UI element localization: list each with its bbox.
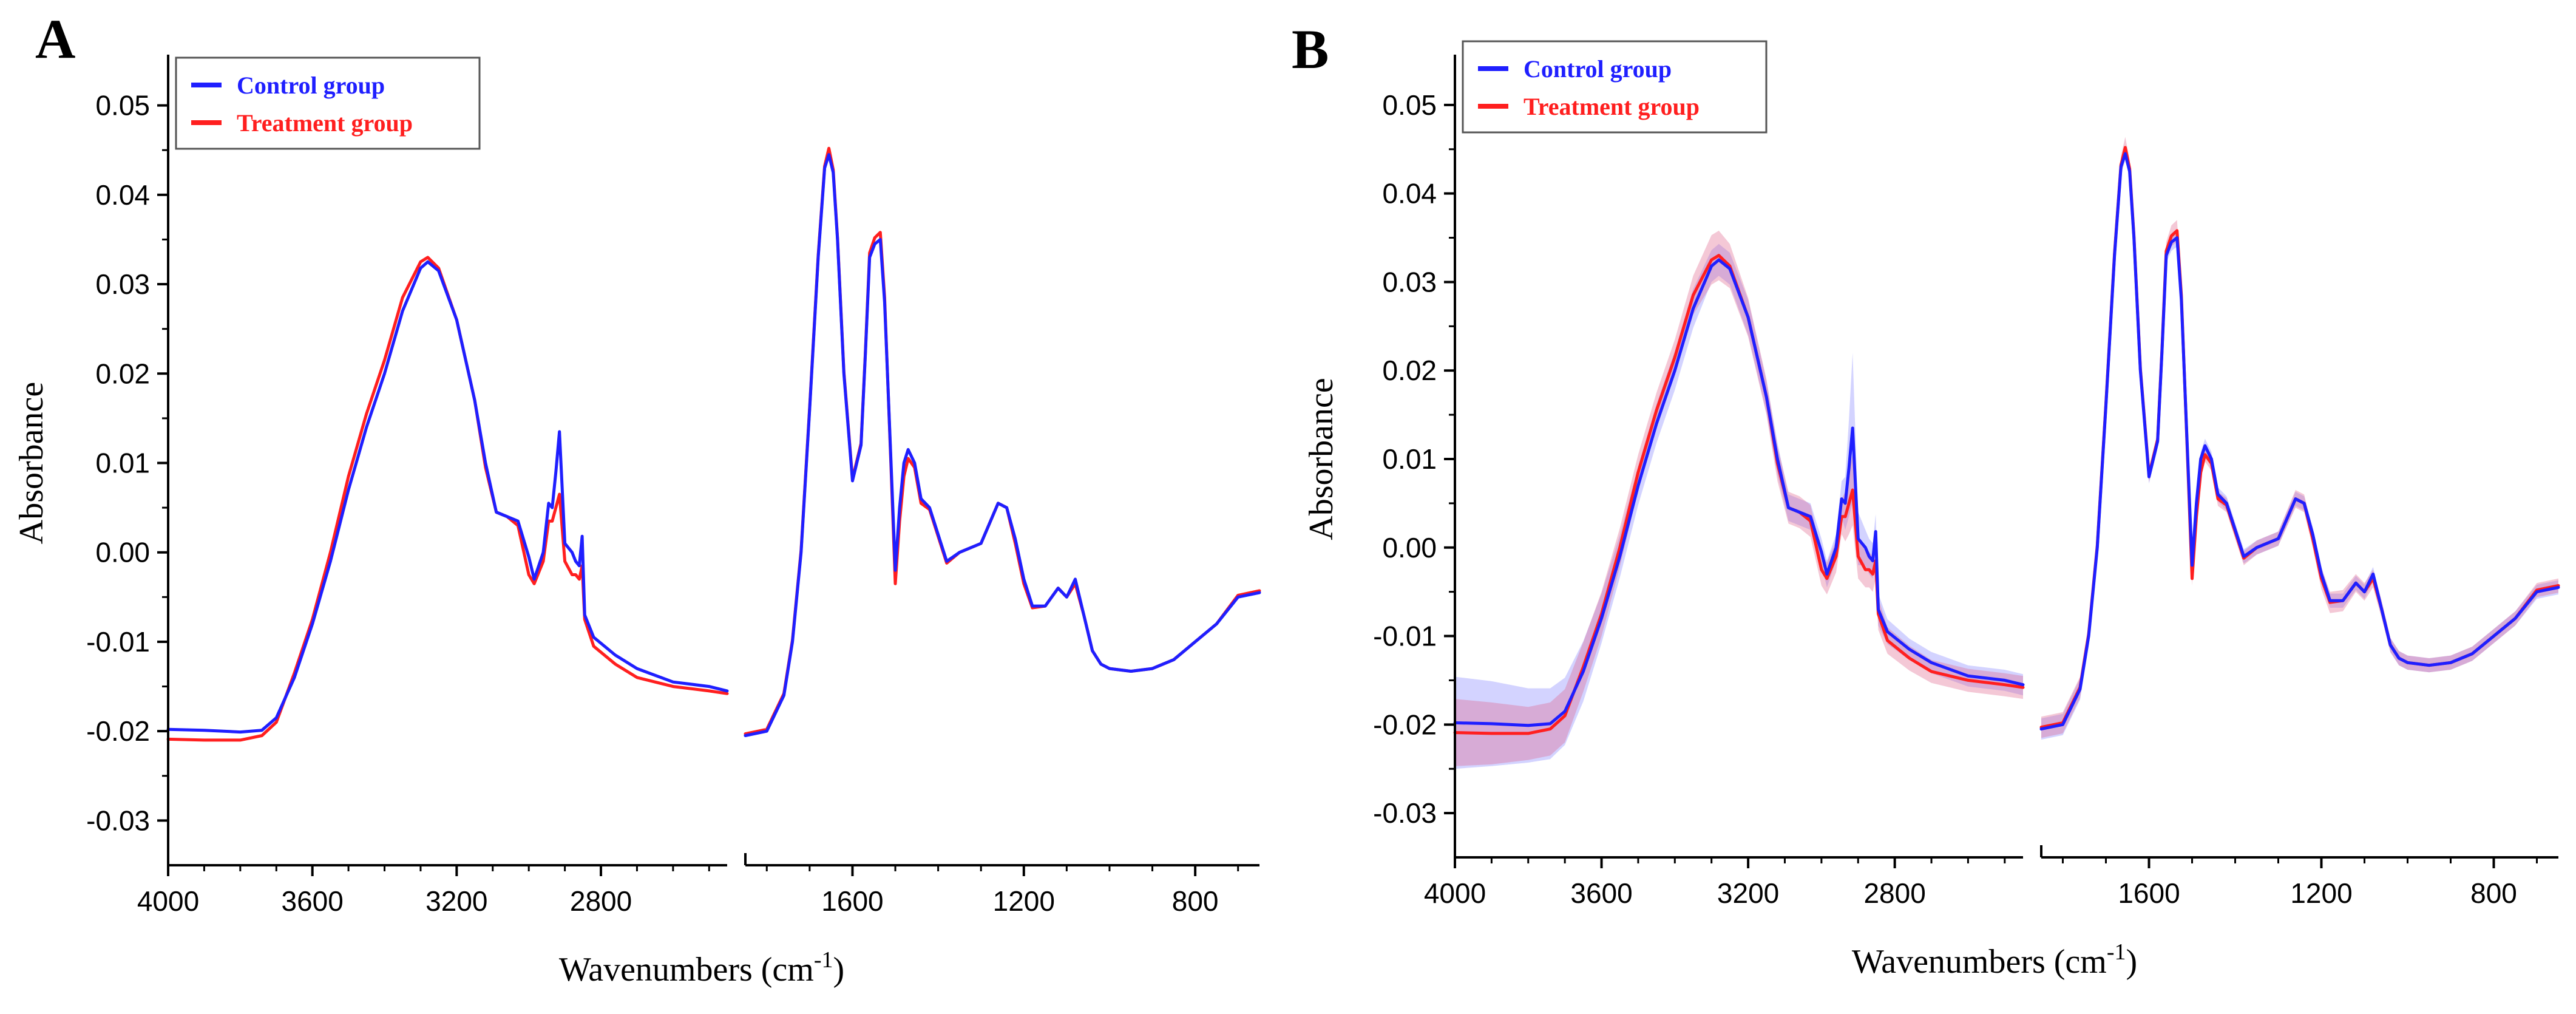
y-axis-title: Absorbance [13,382,50,544]
x-tick-label: 1200 [993,885,1055,917]
y-tick-label: 0.02 [95,358,150,389]
legend: Control group Treatment group [1462,40,1768,134]
x-axis-title: Wavenumbers (cm-1) [1852,939,2137,981]
legend-box [175,56,481,150]
x-tick-label: 800 [2470,877,2517,909]
series-line-control-group-seg0 [166,260,729,734]
y-tick-label: 0.03 [95,268,150,300]
x-tick-label: 2800 [1863,877,1925,909]
chart-panel-b: B -0.03 -0.02 -0.01 0.00 0.01 0.02 0.03 0.04 0.05… [1292,18,2560,981]
y-tick-label: 0.05 [1382,89,1437,121]
x-tick-label: 1600 [2118,877,2180,909]
y-tick-label: 0.00 [1382,532,1437,563]
series-line-control-group-seg1 [2039,152,2560,731]
y-tick-label: 0.01 [1382,443,1437,475]
band-control-group-seg0 [1455,243,2023,769]
panel-label: B [1292,18,1329,80]
x-tick-label: 4000 [1424,877,1486,909]
band-treatment-group-seg0 [1455,230,2023,766]
y-tick-label: -0.01 [1373,621,1437,652]
x-tick-label: 2800 [570,885,632,917]
y-tick-label: 0.04 [1382,178,1437,209]
series-line-treatment-group-seg0 [166,256,729,742]
x-tick-label: 3200 [425,885,487,917]
x-tick-label: 1200 [2290,877,2352,909]
y-tick-label: 0.03 [1382,266,1437,298]
legend-label: Control group [237,72,385,99]
legend-label: Treatment group [237,109,413,137]
y-tick-label: -0.02 [86,715,150,747]
chart-panel-a: A -0.03 -0.02 -0.01 0.00 0.01 0.02 0.03 0.04 0.05… [13,8,1261,988]
legend-box [1462,40,1768,134]
panel-label: A [35,8,75,70]
legend-label: Control group [1524,55,1672,83]
x-tick-label: 3600 [1570,877,1632,909]
x-tick-label: 3600 [282,885,344,917]
y-tick-label: 0.05 [95,90,150,121]
x-tick-label: 800 [1172,885,1219,917]
y-tick-label: 0.00 [95,537,150,568]
y-tick-label: -0.01 [86,626,150,658]
x-tick-label: 4000 [137,885,199,917]
y-tick-label: -0.03 [86,805,150,836]
series-line-control-group-seg1 [744,153,1261,737]
legend-label: Treatment group [1524,93,1700,120]
x-tick-label: 3200 [1717,877,1779,909]
series-line-control-group-seg0 [1453,258,2025,727]
y-tick-label: 0.04 [95,179,150,211]
y-tick-label: -0.02 [1373,709,1437,740]
y-tick-label: 0.02 [1382,355,1437,386]
y-axis-title: Absorbance [1303,378,1340,540]
x-tick-label: 1600 [821,885,883,917]
x-axis-title: Wavenumbers (cm-1) [559,947,844,988]
series-line-treatment-group-seg1 [744,146,1261,736]
y-tick-label: 0.01 [95,447,150,479]
y-tick-label: -0.03 [1373,797,1437,829]
legend: Control group Treatment group [175,56,481,150]
